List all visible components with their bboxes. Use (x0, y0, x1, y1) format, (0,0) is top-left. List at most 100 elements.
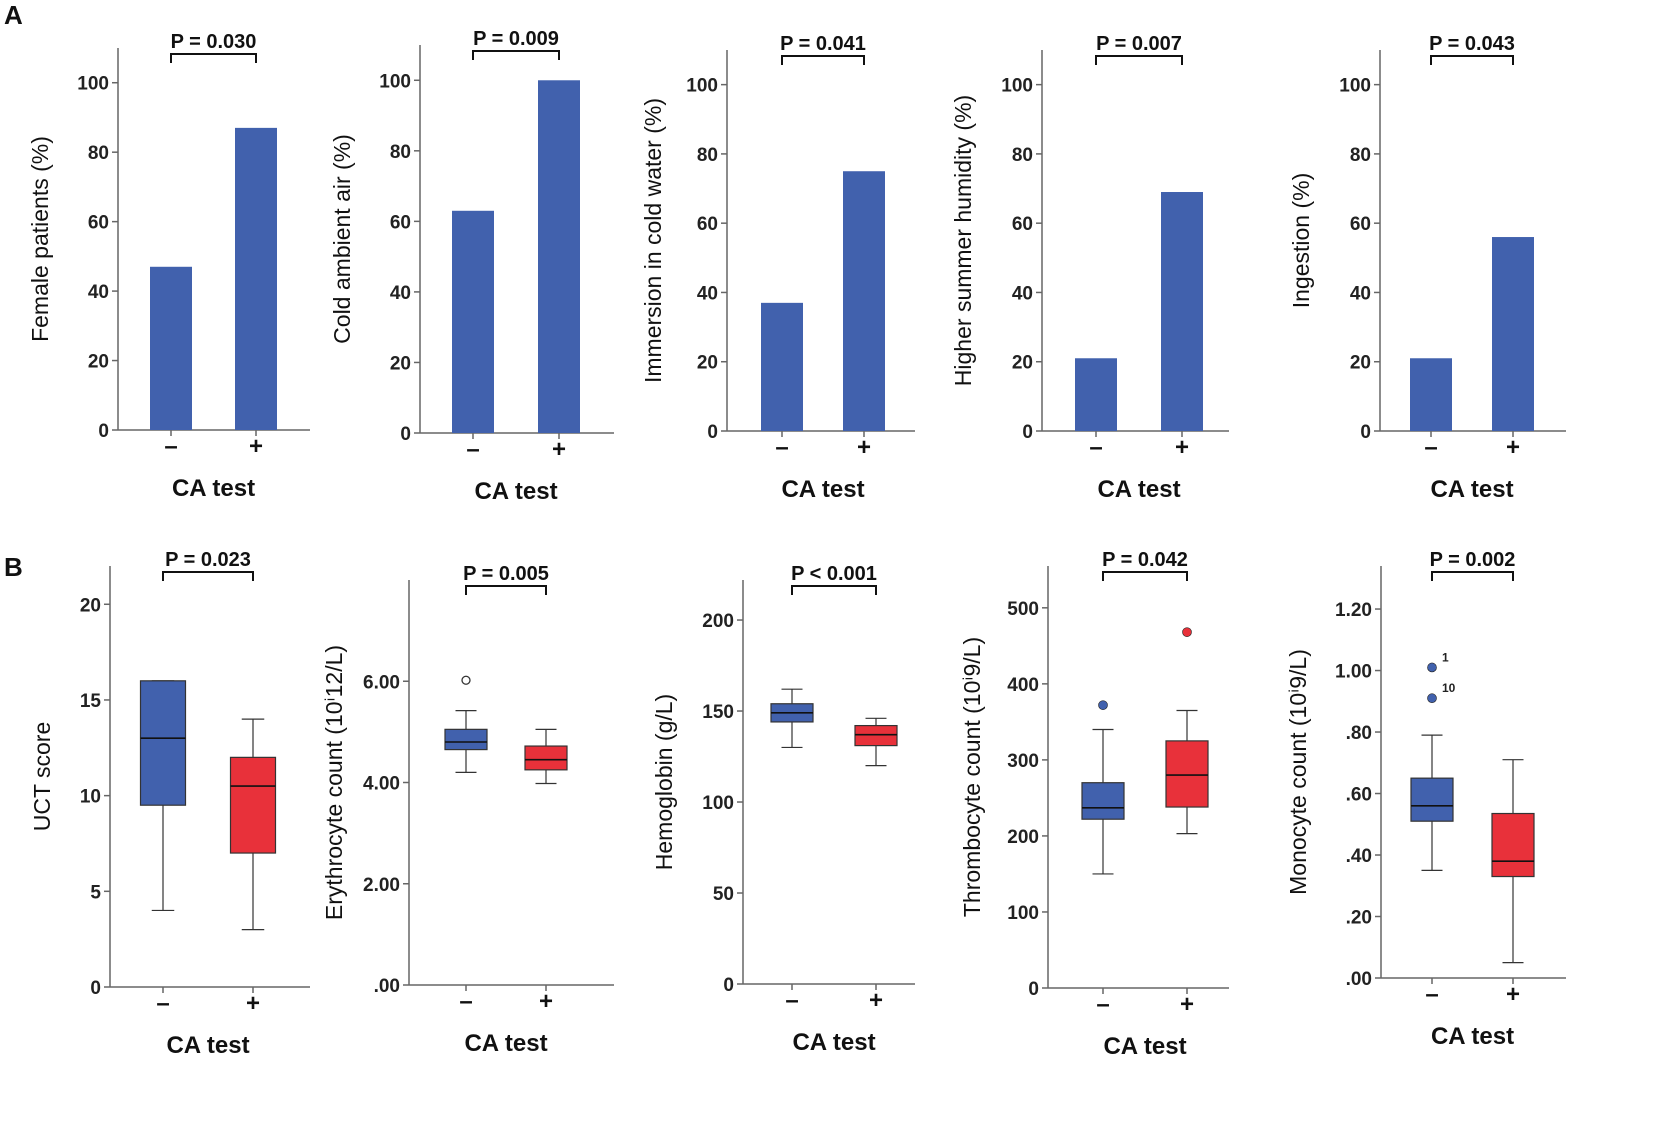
y-axis-title: Ingestion (%) (1288, 173, 1314, 309)
chart-b1: 0 5 10 15 20 – + CA test UCT score P = 0.023 (29, 549, 310, 1059)
x-axis-title: CA test (166, 1032, 249, 1059)
y-tick-label: 0 (1028, 979, 1039, 1000)
y-tick-label: 100 (379, 71, 411, 92)
p-value: P = 0.009 (473, 28, 559, 50)
y-tick-label: 60 (88, 213, 109, 234)
y-axis-title: Higher summer humidity (%) (950, 95, 976, 386)
y-tick-label: 20 (88, 352, 109, 373)
x-tick-label: + (249, 433, 263, 460)
box-negative (139, 680, 187, 806)
x-tick-label: – (1424, 434, 1437, 461)
y-tick-label: .00 (1346, 969, 1372, 990)
x-tick-label: – (775, 434, 788, 461)
chart-a2: 0 20 40 60 80 100 – + CA test Cold ambient air (%… (329, 28, 614, 505)
bar-positive (843, 171, 885, 431)
x-axis-title: CA test (1097, 476, 1180, 503)
y-tick-label: 100 (1339, 76, 1371, 97)
chart-b2: .00 2.00 4.00 6.00 – + CA test Erythrocyte coun… (321, 563, 614, 1057)
y-axis-title: Female patients (%) (27, 136, 53, 342)
significance-bracket (1430, 55, 1514, 65)
x-tick-label: + (1506, 981, 1520, 1008)
significance-bracket (781, 55, 865, 65)
x-tick-label: – (1425, 981, 1438, 1008)
charts-container: 0 20 40 60 80 100 – + CA test Female patients (%)… (27, 28, 1566, 1060)
x-axis-title: CA test (1431, 1023, 1514, 1050)
chart-b4: 0 100 200 300 400 500 – + CA test Thrombocyte cou… (959, 549, 1229, 1060)
y-tick-label: 20 (390, 353, 411, 374)
x-axis-title: CA test (792, 1029, 875, 1056)
bar-negative (761, 302, 803, 431)
chart-b5: .00 .20 .40 .60 .80 1.00 1.20 – + CA test Monocyte… (1285, 549, 1566, 1050)
y-tick-label: 100 (702, 793, 734, 814)
outlier-positive (1182, 627, 1192, 637)
y-tick-label: 80 (697, 145, 718, 166)
bar-negative (1410, 358, 1452, 431)
box-positive (1165, 740, 1209, 808)
outlier-negative (1427, 662, 1437, 673)
y-tick-label: 40 (697, 283, 718, 304)
x-tick-label: + (246, 990, 260, 1017)
chart-a4: 0 20 40 60 80 100 – + CA test Higher summer humid… (950, 33, 1229, 503)
panel-label-b: B (4, 552, 23, 582)
y-tick-label: .20 (1346, 908, 1372, 929)
box-positive (229, 756, 277, 854)
y-axis-title: Immersion in cold water (%) (640, 98, 666, 383)
y-tick-label: 500 (1007, 599, 1039, 620)
bar-negative (1075, 358, 1117, 431)
box-positive (1491, 812, 1535, 878)
significance-bracket (1102, 571, 1188, 581)
y-tick-label: 400 (1007, 675, 1039, 696)
box-negative (1081, 782, 1125, 820)
x-axis-title: CA test (781, 476, 864, 503)
significance-bracket (162, 571, 254, 581)
bar-positive (538, 80, 580, 433)
y-axis-title: Cold ambient air (%) (329, 134, 355, 344)
y-tick-label: 60 (697, 214, 718, 235)
y-tick-label: .60 (1346, 785, 1372, 806)
outlier-negative (461, 675, 471, 685)
y-tick-label: 50 (713, 884, 734, 905)
significance-bracket (170, 53, 257, 63)
chart-a1: 0 20 40 60 80 100 – + CA test Female patients (%)… (27, 31, 310, 502)
y-tick-label: 1.20 (1335, 600, 1372, 621)
y-tick-label: 40 (88, 282, 109, 303)
bar-positive (235, 127, 277, 430)
y-tick-label: 60 (1012, 214, 1033, 235)
significance-bracket (791, 585, 877, 595)
outlier-negative (1427, 693, 1437, 704)
significance-bracket (1431, 571, 1514, 581)
bar-positive (1492, 237, 1534, 431)
y-tick-label: .00 (374, 976, 400, 997)
chart-a3: 0 20 40 60 80 100 – + CA test Immersion in cold w… (640, 33, 915, 503)
y-tick-label: 200 (1007, 827, 1039, 848)
x-tick-label: + (1506, 434, 1520, 461)
y-tick-label: 4.00 (363, 774, 400, 795)
x-axis-title: CA test (1103, 1033, 1186, 1060)
p-value: P = 0.005 (463, 563, 549, 585)
y-tick-label: 5 (90, 882, 101, 903)
y-axis-title: Monocyte count (10ⁱ9/L) (1285, 649, 1311, 895)
y-tick-label: 0 (1022, 422, 1033, 443)
y-tick-label: 0 (400, 424, 411, 445)
y-tick-label: 60 (1350, 214, 1371, 235)
chart-a5: 0 20 40 60 80 100 – + CA test Ingestion (%) P = 0.… (1288, 33, 1566, 503)
y-axis-title: Thrombocyte count (10ⁱ9/L) (959, 637, 985, 917)
y-tick-label: .80 (1346, 723, 1372, 744)
y-tick-label: 80 (390, 142, 411, 163)
x-tick-label: + (552, 436, 566, 463)
y-tick-label: 2.00 (363, 875, 400, 896)
y-tick-label: 20 (1012, 353, 1033, 374)
y-tick-label: 150 (702, 702, 734, 723)
x-tick-label: – (1089, 434, 1102, 461)
p-value: P = 0.007 (1096, 33, 1182, 55)
p-value: P = 0.002 (1430, 549, 1516, 571)
box-positive (524, 745, 568, 771)
y-tick-label: 40 (390, 283, 411, 304)
y-tick-label: 40 (1350, 283, 1371, 304)
y-tick-label: 1.00 (1335, 662, 1372, 683)
x-axis-title: CA test (474, 478, 557, 505)
y-tick-label: 20 (697, 353, 718, 374)
y-tick-label: 100 (686, 76, 718, 97)
y-tick-label: 0 (98, 421, 109, 442)
